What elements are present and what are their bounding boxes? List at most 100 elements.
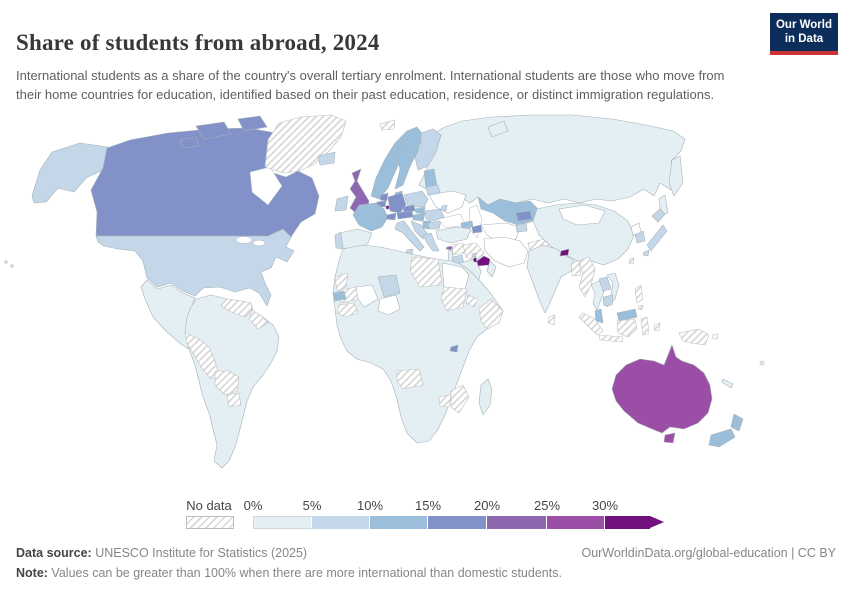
poland-region[interactable] xyxy=(403,190,429,208)
sweden-region[interactable] xyxy=(394,126,424,190)
indonesia-sulawesi-region[interactable] xyxy=(640,316,650,336)
italy-region[interactable] xyxy=(394,220,425,252)
indonesia-sumatra-region[interactable] xyxy=(578,312,604,336)
germany-region[interactable] xyxy=(387,192,407,214)
legend-swatch-10-15[interactable] xyxy=(370,516,428,529)
png-islands-region[interactable] xyxy=(711,333,719,340)
ukraine-region[interactable] xyxy=(428,190,467,214)
malaysia-borneo-region[interactable] xyxy=(616,308,638,322)
malaysia-peninsula-region[interactable] xyxy=(594,308,604,324)
niger-region[interactable] xyxy=(377,274,401,298)
usa-region[interactable] xyxy=(95,228,295,307)
iceland-region[interactable] xyxy=(317,151,336,166)
japan-kyushu-region[interactable] xyxy=(642,249,650,257)
alaska-region[interactable] xyxy=(31,142,109,204)
philippines-region[interactable] xyxy=(634,284,644,304)
bolivia-region[interactable] xyxy=(214,370,240,396)
luxembourg-region[interactable] xyxy=(385,205,390,210)
guyana-suriname-region[interactable] xyxy=(248,309,269,330)
myanmar-region[interactable] xyxy=(578,256,596,298)
rwanda-burundi-region[interactable] xyxy=(449,344,459,353)
russia-region[interactable] xyxy=(418,114,686,206)
legend-swatch-30-plus[interactable] xyxy=(605,516,650,529)
philippines-region[interactable] xyxy=(637,304,644,311)
mongolia-region[interactable] xyxy=(558,204,606,226)
oman-region[interactable] xyxy=(486,260,497,278)
indonesia-moluccas-region[interactable] xyxy=(653,322,661,332)
australia-region[interactable] xyxy=(611,344,713,434)
svalbard-region[interactable] xyxy=(379,119,396,131)
indonesia-borneo-region[interactable] xyxy=(616,318,638,338)
egypt-region[interactable] xyxy=(441,262,470,290)
new-zealand-south-region[interactable] xyxy=(708,428,736,448)
switzerland-region[interactable] xyxy=(385,212,397,221)
bulgaria-region[interactable] xyxy=(427,220,442,230)
western-sahara-region[interactable] xyxy=(334,272,349,292)
papua-new-guinea-region[interactable] xyxy=(678,328,710,346)
bangladesh-region[interactable] xyxy=(570,260,582,277)
cambodia-region[interactable] xyxy=(602,294,614,307)
laos-region[interactable] xyxy=(598,276,612,292)
india-region[interactable] xyxy=(526,244,576,314)
greenland-region[interactable] xyxy=(264,114,347,174)
venezuela-region[interactable] xyxy=(220,298,253,318)
senegal-region[interactable] xyxy=(332,290,347,302)
legend-swatch-20-25[interactable] xyxy=(487,516,547,529)
bhutan-region[interactable] xyxy=(559,248,570,257)
tasmania-region[interactable] xyxy=(663,432,676,444)
somalia-region[interactable] xyxy=(478,298,504,330)
nigeria-region[interactable] xyxy=(377,294,401,316)
madagascar-region[interactable] xyxy=(478,378,493,416)
uzbekistan-turkmenistan-region[interactable] xyxy=(480,222,521,244)
moldova-region[interactable] xyxy=(440,204,448,212)
guinea-region[interactable] xyxy=(336,302,359,318)
legend-swatch-0-5[interactable] xyxy=(253,516,312,529)
owid-link[interactable]: OurWorldinData.org/global-education | CC… xyxy=(581,546,836,560)
slovakia-region[interactable] xyxy=(414,206,426,214)
sri-lanka-region[interactable] xyxy=(547,314,556,326)
mali-region[interactable] xyxy=(355,284,379,308)
canada-arctic-island-region[interactable] xyxy=(195,121,232,140)
legend-swatch-15-20[interactable] xyxy=(428,516,487,529)
mozambique-region[interactable] xyxy=(450,384,470,414)
owid-logo[interactable]: Our World in Data xyxy=(770,13,838,55)
turkey-region[interactable] xyxy=(435,226,472,244)
ireland-region[interactable] xyxy=(334,195,349,212)
zimbabwe-region[interactable] xyxy=(438,394,452,408)
greece-region[interactable] xyxy=(422,232,440,252)
canada-arctic-island-region[interactable] xyxy=(237,115,268,132)
kuwait-region[interactable] xyxy=(471,252,477,258)
eritrea-region[interactable] xyxy=(465,294,479,308)
canada-arctic-island-region[interactable] xyxy=(179,136,200,149)
taiwan-region[interactable] xyxy=(628,257,635,265)
china-region[interactable] xyxy=(532,202,635,266)
no-data-swatch[interactable] xyxy=(186,516,234,529)
netherlands-region[interactable] xyxy=(379,192,389,202)
paraguay-region[interactable] xyxy=(226,392,242,408)
new-caledonia-region[interactable] xyxy=(721,378,734,389)
finland-region[interactable] xyxy=(414,128,442,171)
indonesia-java-region[interactable] xyxy=(598,334,624,343)
azerbaijan-region[interactable] xyxy=(471,224,483,234)
kyrgyzstan-region[interactable] xyxy=(515,210,533,222)
fiji-region[interactable] xyxy=(759,360,765,366)
angola-region[interactable] xyxy=(396,368,424,390)
kamchatka-region[interactable] xyxy=(668,155,684,197)
czechia-region[interactable] xyxy=(402,204,416,213)
south-korea-region[interactable] xyxy=(634,230,646,244)
new-zealand-north-region[interactable] xyxy=(730,413,744,432)
legend-swatch-25-30[interactable] xyxy=(547,516,605,529)
legend-swatch-5-10[interactable] xyxy=(312,516,370,529)
novaya-zemlya-region[interactable] xyxy=(487,120,509,138)
tajikistan-region[interactable] xyxy=(515,222,528,233)
japan-hokkaido-region[interactable] xyxy=(651,208,666,223)
legend-tick-15: 15% xyxy=(414,498,442,513)
iran-region[interactable] xyxy=(483,236,529,268)
libya-region[interactable] xyxy=(409,256,443,288)
hungary-region[interactable] xyxy=(412,212,426,222)
france-region[interactable] xyxy=(352,202,389,232)
sudan-region[interactable] xyxy=(440,286,468,312)
great-lakes xyxy=(235,236,253,244)
japan-honshu-region[interactable] xyxy=(646,224,668,252)
map-legend: No data 0% 5% 10% 15% 20% 25% 30% xyxy=(0,498,850,534)
